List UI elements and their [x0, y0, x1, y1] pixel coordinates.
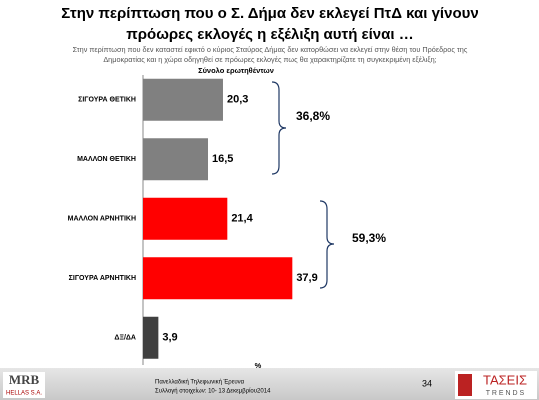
logo-left-sub: HELLAS S.A. — [6, 391, 42, 397]
bar — [143, 138, 209, 181]
bar — [143, 257, 293, 300]
value-label: 16,5 — [212, 153, 233, 165]
value-label: 21,4 — [231, 213, 253, 225]
group-label: Σύνολο ερωτηθέντων — [198, 66, 274, 75]
bar — [143, 197, 228, 240]
logo-left: MRB — [9, 372, 40, 387]
footer-survey: Πανελλαδική Τηλεφωνική Έρευνα — [155, 379, 245, 386]
logo-mark — [458, 374, 472, 396]
category-label: ΣΙΓΟΥΡΑ ΑΡΝΗΤΙΚΗ — [69, 275, 136, 282]
page-number: 34 — [422, 378, 432, 388]
x-axis-label: % — [255, 361, 262, 370]
footer-band — [0, 368, 539, 400]
bracket — [271, 81, 287, 175]
annotation: 59,3% — [352, 231, 386, 245]
annotation: 36,8% — [296, 109, 330, 123]
logo-right: ΤΑΣΕΙΣ — [483, 372, 527, 387]
bar — [143, 78, 223, 121]
category-label: ΔΞ/ΔΑ — [114, 335, 136, 342]
value-label: 37,9 — [296, 272, 317, 284]
title-line: Στην περίπτωση που ο Σ. Δήμα δεν εκλεγεί… — [61, 5, 478, 22]
bar — [143, 316, 159, 359]
value-label: 20,3 — [227, 94, 248, 106]
footer-dates: Συλλογή στοιχείων: 10- 13 Δεκεμβρίου2014 — [155, 388, 271, 395]
category-label: ΣΙΓΟΥΡΑ ΘΕΤΙΚΗ — [78, 97, 136, 104]
category-label: ΜΑΛΛΟΝ ΘΕΤΙΚΗ — [77, 156, 136, 163]
category-label: ΜΑΛΛΟΝ ΑΡΝΗΤΙΚΗ — [68, 216, 136, 223]
logo-box — [3, 372, 45, 398]
value-label: 3,9 — [162, 332, 177, 344]
subtitle-line: Στην περίπτωση που δεν καταστεί εφικτό ο… — [73, 45, 468, 54]
logo-right-sub: T R E N D S — [486, 390, 525, 397]
title-line: πρόωρες εκλογές η εξέλιξη αυτή είναι … — [126, 26, 413, 43]
subtitle-line: Δημοκρατίας και η χώρα οδηγηθεί σε πρόωρ… — [103, 55, 436, 64]
bracket — [319, 200, 335, 289]
